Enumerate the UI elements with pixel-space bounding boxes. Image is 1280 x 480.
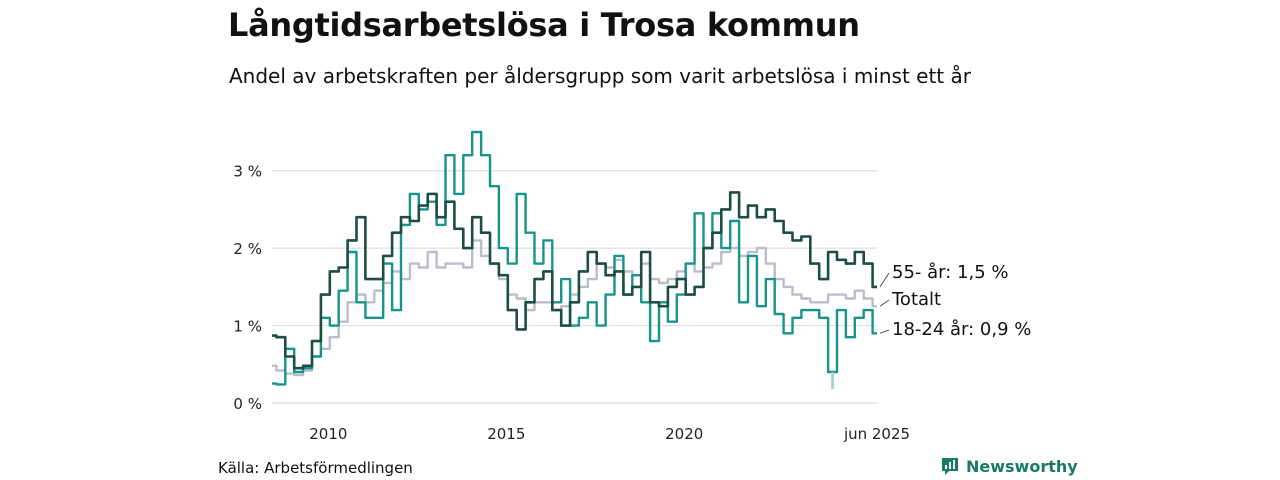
x-axis-tick-labels: 2010 2015 2020 jun 2025 xyxy=(309,425,910,443)
y-axis-tick-labels: 0 % 1 % 2 % 3 % xyxy=(233,163,262,413)
x-tick-label: jun 2025 xyxy=(843,425,910,443)
brand-logo[interactable]: Newsworthy xyxy=(940,456,1078,476)
y-tick-label: 1 % xyxy=(233,318,262,336)
y-tick-label: 2 % xyxy=(233,240,262,258)
label-leader-line xyxy=(879,329,890,334)
newsworthy-logo-icon xyxy=(942,458,958,475)
series-end-labels: 55- år: 1,5 % Totalt 18-24 år: 0,9 % xyxy=(879,262,1031,340)
series-line-totalt xyxy=(272,239,877,377)
series-lines xyxy=(272,130,877,390)
series-end-label: 18-24 år: 0,9 % xyxy=(892,319,1031,340)
x-tick-label: 2010 xyxy=(309,425,347,443)
y-tick-label: 3 % xyxy=(233,163,262,181)
source-note: Källa: Arbetsförmedlingen xyxy=(218,459,413,477)
series-line-55plus xyxy=(272,191,877,370)
chart-title: Långtidsarbetslösa i Trosa kommun xyxy=(228,6,860,44)
grid-lines xyxy=(272,170,877,404)
series-line-18-24 xyxy=(272,130,877,386)
y-tick-label: 0 % xyxy=(233,395,262,413)
brand-name: Newsworthy xyxy=(966,456,1078,476)
label-leader-line xyxy=(879,272,890,288)
series-end-label: Totalt xyxy=(891,289,941,310)
series-end-label: 55- år: 1,5 % xyxy=(892,262,1008,283)
label-leader-line xyxy=(879,299,890,307)
chart-subtitle: Andel av arbetskraften per åldersgrupp s… xyxy=(229,64,971,88)
x-tick-label: 2015 xyxy=(487,425,525,443)
x-tick-label: 2020 xyxy=(665,425,703,443)
